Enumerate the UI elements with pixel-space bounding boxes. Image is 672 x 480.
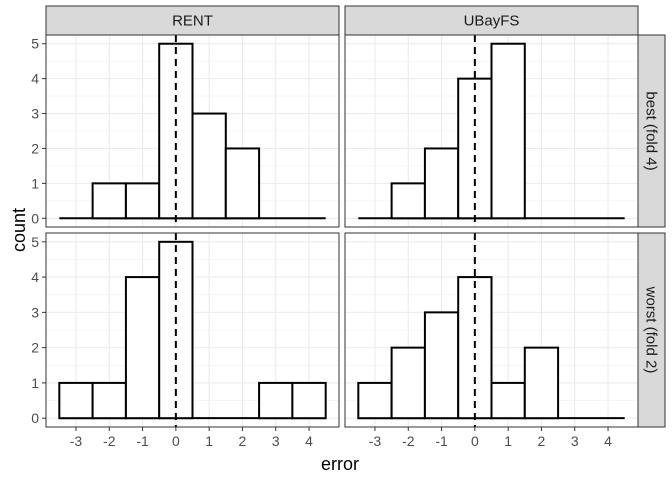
histogram-bar [357, 381, 393, 420]
y-tick-label: 0 [31, 410, 39, 426]
y-axis-title: count [9, 208, 29, 252]
histogram-bar [423, 147, 460, 220]
panel-rent-best-fold-4 [45, 34, 340, 228]
histogram-bar [124, 276, 161, 420]
x-tick-label: -2 [103, 433, 116, 449]
y-tick-label: 2 [31, 140, 39, 156]
x-tick-label: -1 [435, 433, 448, 449]
histogram-bar [224, 147, 261, 220]
y-tick-label: 3 [31, 304, 39, 320]
y-tick-label: 5 [31, 36, 39, 52]
strip-rent-bg [45, 5, 340, 36]
x-tick-label: 4 [604, 433, 612, 449]
histogram-bar [490, 381, 526, 420]
x-tick-label: -3 [369, 433, 382, 449]
x-tick-label: 3 [571, 433, 579, 449]
x-tick-label: 0 [471, 433, 479, 449]
x-tick-label: 4 [305, 433, 313, 449]
histogram-bar [258, 381, 294, 420]
histogram-bar [191, 112, 227, 220]
histogram-bar [423, 311, 460, 420]
histogram-bar [490, 42, 526, 220]
y-tick-label: 2 [31, 340, 39, 356]
y-tick-label: 0 [31, 210, 39, 226]
x-tick-label: 3 [272, 433, 280, 449]
x-tick-label: 1 [205, 433, 213, 449]
histogram-bar [91, 182, 127, 220]
panel-rent-worst-fold-2 [45, 232, 340, 428]
panels-layer [45, 34, 639, 428]
panel-ubayfs-worst-fold-2 [344, 232, 639, 428]
x-tick-label: 0 [172, 433, 180, 449]
y-tick-label: 3 [31, 106, 39, 122]
strip-rent-label: RENT [172, 13, 213, 30]
x-tick-label: 1 [504, 433, 512, 449]
x-tick-label: -1 [136, 433, 149, 449]
axes-layer: 0 1 2 3 4 5 0 1 2 3 4 5 -3 -2 -1 0 1 2 3 4 -3 -2 -1 0 1 2 3 4 [31, 36, 612, 449]
x-axis-title: error [321, 454, 359, 474]
histogram-bar [124, 182, 161, 220]
x-tick-label: -2 [402, 433, 415, 449]
x-tick-label: 2 [538, 433, 546, 449]
y-tick-label: 4 [31, 71, 39, 87]
histogram-bar [291, 381, 327, 420]
strip-worst-fold-2-bg [637, 232, 666, 428]
panel-rent-worst-fold-2-border [45, 232, 340, 428]
y-tick-label: 4 [31, 269, 39, 285]
histogram-bar [91, 381, 127, 420]
histogram-bar [58, 381, 94, 420]
panel-ubayfs-best-fold-4 [344, 34, 639, 228]
strip-ubayfs-label: UBayFS [464, 13, 520, 30]
x-tick-label: 2 [239, 433, 247, 449]
histogram-bar [390, 182, 426, 220]
histogram-bar [523, 346, 560, 420]
strips-layer: RENT UBayFS best (fold 4) worst (fold 2) [45, 5, 666, 428]
y-tick-label: 1 [31, 175, 39, 191]
y-tick-label: 1 [31, 375, 39, 391]
y-tick-label: 5 [31, 234, 39, 250]
strip-best-fold-4-bg [637, 34, 666, 228]
x-tick-label: -3 [70, 433, 83, 449]
strip-best-fold-4-label: best (fold 4) [643, 91, 660, 170]
strip-worst-fold-2-label: worst (fold 2) [643, 286, 660, 374]
strip-ubayfs-bg [344, 5, 639, 36]
histogram-bar [390, 346, 426, 420]
